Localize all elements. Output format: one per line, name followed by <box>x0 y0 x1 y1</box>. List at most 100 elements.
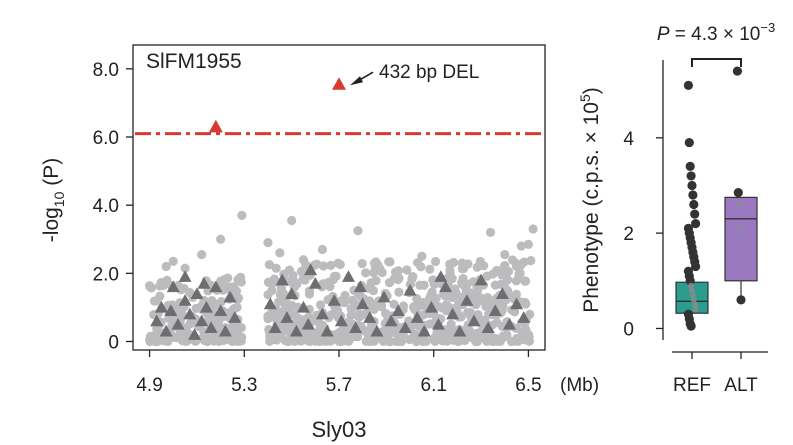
snp-point <box>272 307 282 317</box>
sv-triangle <box>150 314 164 327</box>
sv-triangle <box>285 287 299 299</box>
observation-point <box>691 261 701 272</box>
snp-point <box>211 334 221 344</box>
snp-point <box>156 277 166 288</box>
sv-triangle <box>349 321 363 334</box>
snp-point <box>409 329 419 339</box>
observation-point <box>688 190 698 200</box>
snp-point <box>232 302 242 313</box>
sv-triangle <box>502 317 516 330</box>
observation-point <box>686 171 696 181</box>
sv-triangle <box>178 270 192 282</box>
sv-triangle <box>308 277 322 289</box>
snp-point <box>168 256 178 266</box>
manhattan-axes: 0 2.0 4.0 6.0 8.0 4.9 5.3 5.7 6.1 6.5 <box>93 60 542 396</box>
sv-triangle <box>417 324 431 337</box>
snp-point <box>311 330 321 341</box>
x-tick-label: 5.7 <box>326 375 352 396</box>
observation-point <box>736 201 743 208</box>
x-tick-label: 5.3 <box>231 375 257 396</box>
snp-point <box>445 268 455 278</box>
deletion-annotation-label: 432 bp DEL <box>379 62 479 83</box>
y-tick-label: 6.0 <box>93 128 119 149</box>
snp-point <box>223 273 233 283</box>
snp-point <box>462 279 472 289</box>
snp-point <box>364 296 375 306</box>
snp-point <box>361 268 371 278</box>
snp-point <box>404 316 414 326</box>
snp-point <box>520 335 530 345</box>
snp-point <box>473 310 483 320</box>
snp-point <box>216 234 226 244</box>
snp-point <box>419 280 429 290</box>
sv-triangle <box>434 270 448 282</box>
observation-point <box>687 180 697 191</box>
snp-point <box>209 299 220 310</box>
snp-point <box>267 285 277 296</box>
sv-triangle <box>431 317 445 330</box>
snp-point <box>511 261 522 272</box>
snp-point <box>525 309 535 319</box>
sv-triangle <box>159 324 173 337</box>
snp-point <box>481 301 491 311</box>
snp-point <box>492 265 502 276</box>
box-axes: 0 2 4 REF ALT <box>623 129 758 396</box>
sv-triangle <box>209 280 223 293</box>
observation-point <box>690 209 700 219</box>
snp-point <box>467 328 477 338</box>
sv-triangle <box>204 321 218 334</box>
sv-triangle <box>320 324 334 337</box>
y-tick-label: 0 <box>108 332 119 353</box>
sv-triangle <box>403 283 417 296</box>
sv-triangle <box>190 287 204 299</box>
sv-triangle <box>377 290 391 303</box>
sv-triangle <box>214 304 228 317</box>
snp-point <box>366 278 376 288</box>
snp-point <box>528 224 538 234</box>
annotation-arrowhead-icon <box>350 76 363 86</box>
sv-triangle <box>488 304 502 317</box>
highlighted-variants <box>208 77 346 133</box>
observation-point <box>732 66 743 76</box>
snp-point <box>446 319 456 329</box>
snp-point <box>180 263 190 273</box>
snp-point <box>387 327 398 337</box>
box-alt <box>724 196 758 282</box>
sv-triangle <box>228 311 242 323</box>
category-label: ALT <box>724 375 758 396</box>
observation-point <box>684 137 694 148</box>
snp-point <box>340 290 350 301</box>
highlighted-variant <box>208 119 223 133</box>
sv-triangle <box>304 263 318 276</box>
x-axis-label: Sly03 <box>311 417 366 442</box>
snp-point <box>500 261 510 271</box>
snp-point <box>276 284 286 294</box>
sv-triangle <box>439 280 453 293</box>
snp-point <box>472 285 483 296</box>
snp-point <box>407 274 417 284</box>
observation-point <box>691 301 698 308</box>
sv-triangle <box>327 294 341 306</box>
snp-point <box>283 303 293 313</box>
snp-point <box>520 297 530 307</box>
snp-point <box>231 286 242 296</box>
snp-point <box>417 251 427 261</box>
y-axis-label-pre: -log <box>40 207 63 242</box>
sv-triangle <box>218 324 232 337</box>
snp-point <box>445 326 455 336</box>
snp-point <box>512 333 522 344</box>
snp-point <box>236 323 246 333</box>
snp-point <box>428 292 439 302</box>
snp-point <box>326 260 336 270</box>
sv-triangle <box>268 321 282 334</box>
p-value-symbol: P <box>657 24 670 45</box>
sv-triangle <box>481 321 495 334</box>
snp-point <box>287 215 297 226</box>
observation-point <box>692 306 699 313</box>
sv-triangle <box>223 290 237 303</box>
snp-point <box>264 260 275 270</box>
observation-point <box>688 282 695 289</box>
sv-triangle <box>517 311 531 323</box>
snp-point <box>304 286 315 296</box>
